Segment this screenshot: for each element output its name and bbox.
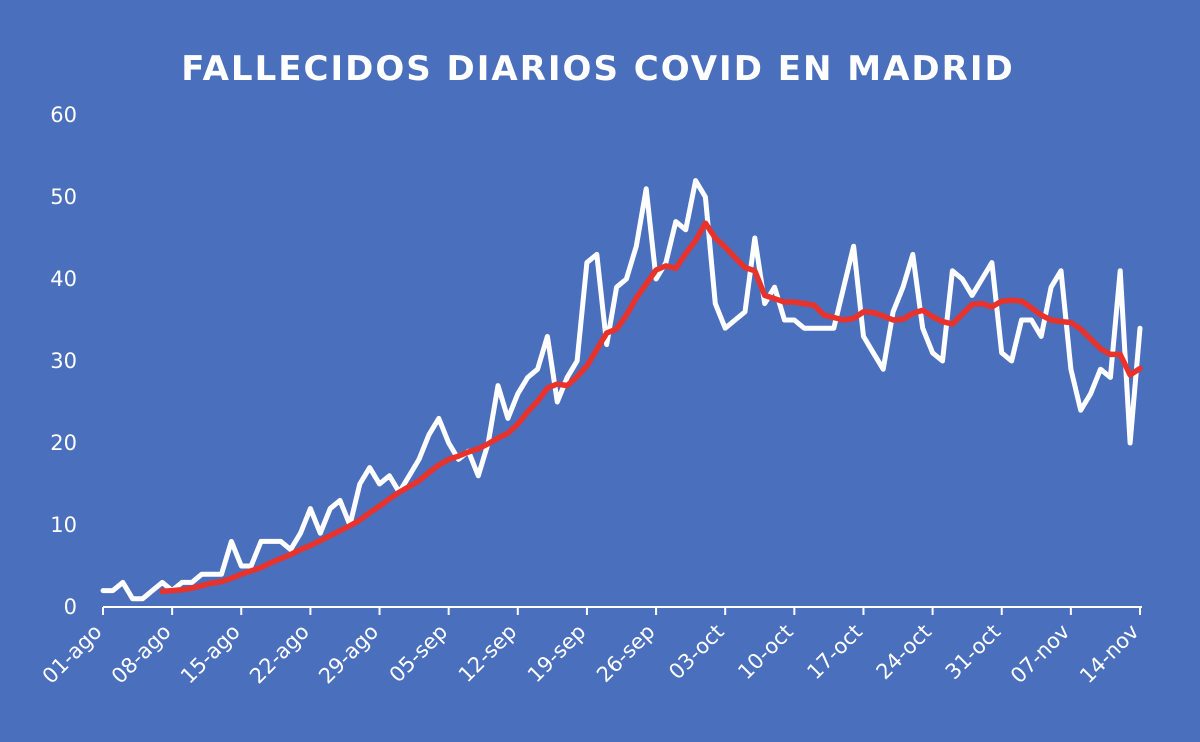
x-tick-label: 17-oct (802, 620, 867, 685)
x-tick-label: 10-oct (733, 620, 798, 685)
x-tick-label: 15-ago (176, 620, 245, 689)
x-tick-label: 19-sep (523, 620, 591, 688)
x-tick-label: 22-ago (245, 620, 314, 689)
lines-group (100, 178, 1143, 602)
x-tick-label: 14-nov (1075, 620, 1144, 689)
y-tick-label: 0 (64, 595, 77, 619)
y-tick-label: 60 (50, 103, 77, 127)
x-tick-label: 29-ago (314, 620, 383, 689)
x-ticks-group: 01-ago 08-ago 15-ago 22-ago 29-ago 05-sep 12-s… (38, 607, 1144, 688)
x-tick-label: 26-sep (592, 620, 660, 688)
moving-average-line (159, 220, 1143, 595)
x-tick-label: 31-oct (941, 620, 1006, 685)
x-tick-label: 12-sep (454, 620, 522, 688)
x-tick-label: 03-oct (664, 620, 729, 685)
x-tick-label: 08-ago (107, 620, 176, 689)
x-tick-label: 05-sep (385, 620, 453, 688)
x-tick-label: 24-oct (872, 620, 937, 685)
y-tick-label: 50 (50, 185, 77, 209)
bars-group (101, 180, 1142, 607)
daily-deaths-line (100, 178, 1143, 602)
y-tick-label: 20 (50, 431, 77, 455)
y-tick-label: 40 (50, 267, 77, 291)
y-tick-label: 30 (50, 349, 77, 373)
x-tick-label: 01-ago (38, 620, 107, 689)
chart-title: FALLECIDOS DIARIOS COVID EN MADRID (181, 49, 1014, 89)
y-ticks-group: 0 10 20 30 40 50 60 (50, 103, 77, 619)
x-tick-label: 07-nov (1006, 620, 1075, 689)
y-tick-label: 10 (50, 513, 77, 537)
